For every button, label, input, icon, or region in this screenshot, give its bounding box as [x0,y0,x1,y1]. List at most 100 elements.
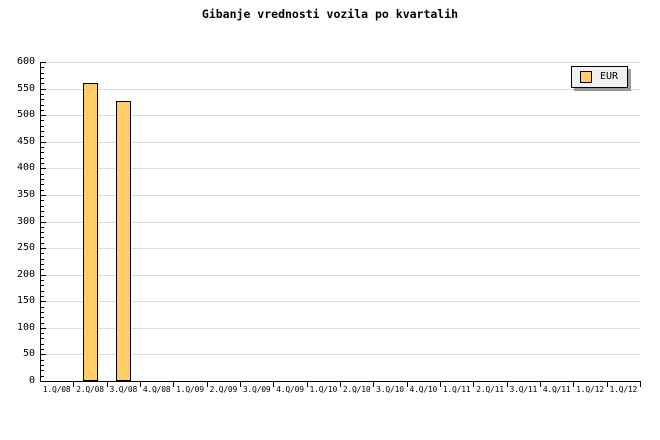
y-tick-label: 400 [16,162,35,173]
y-tick-minor [41,237,44,238]
x-tick-label: 4.Q/10 [409,385,438,394]
x-tick [173,382,174,387]
y-tick-label: 50 [22,348,35,359]
y-tick-minor [41,296,44,297]
y-gridline [41,328,640,329]
x-tick-label: 2.Q/09 [209,385,238,394]
y-tick-minor [41,78,44,79]
x-tick-label: 1.Q/11 [442,385,471,394]
legend-label: EUR [600,71,619,82]
legend: EUR [571,66,628,88]
y-tick-major [41,222,46,223]
y-tick-major [41,354,46,355]
y-tick-minor [41,158,44,159]
y-tick-minor [41,227,44,228]
y-tick-minor [41,152,44,153]
y-tick-minor [41,184,44,185]
y-tick-minor [41,259,44,260]
y-tick-minor [41,105,44,106]
y-tick-minor [41,131,44,132]
y-tick-minor [41,360,44,361]
y-tick-minor [41,179,44,180]
x-tick-label: 3.Q/11 [509,385,538,394]
y-tick-minor [41,200,44,201]
y-tick-major [41,89,46,90]
y-tick-minor [41,269,44,270]
y-tick-label: 100 [16,322,35,333]
y-tick-major [41,381,46,382]
y-tick-minor [41,365,44,366]
y-tick-minor [41,216,44,217]
x-tick-label: 3.Q/10 [376,385,404,394]
y-tick-minor [41,338,44,339]
y-tick-major [41,62,46,63]
legend-swatch-icon [580,71,592,83]
x-tick-label: 2.Q/08 [76,385,104,394]
y-tick-major [41,328,46,329]
y-tick-minor [41,285,44,286]
y-tick-major [41,142,46,143]
y-tick-minor [41,376,44,377]
bar [83,83,98,381]
y-tick-minor [41,190,44,191]
x-tick [640,382,641,387]
x-tick-label: 1.Q/09 [176,385,204,394]
y-tick-minor [41,333,44,334]
y-gridline [41,195,640,196]
x-tick-label: 1.Q/12 [609,385,638,394]
x-tick-label: 3.Q/09 [242,385,271,394]
y-tick-major [41,275,46,276]
y-tick-minor [41,232,44,233]
y-tick-minor [41,211,44,212]
y-gridline [41,168,640,169]
y-tick-minor [41,317,44,318]
y-tick-minor [41,120,44,121]
x-tick [307,382,308,387]
x-tick [207,382,208,387]
y-tick-major [41,168,46,169]
y-tick-label: 600 [16,56,35,67]
y-tick-minor [41,291,44,292]
y-tick-minor [41,253,44,254]
y-tick-label: 500 [16,109,35,120]
y-tick-label: 150 [16,295,35,306]
x-tick-label: 1.Q/08 [42,385,71,394]
y-tick-minor [41,264,44,265]
y-tick-label: 550 [16,83,35,94]
y-tick-major [41,248,46,249]
x-tick [273,382,274,387]
y-tick-minor [41,73,44,74]
y-tick-minor [41,67,44,68]
y-tick-minor [41,280,44,281]
chart-title: Gibanje vrednosti vozila po kvartalih [201,7,459,21]
x-tick-label: 3.Q/08 [109,385,138,394]
y-tick-minor [41,99,44,100]
x-tick-label: 4.Q/09 [276,385,304,394]
x-tick-label: 2.Q/10 [342,385,371,394]
y-gridline [41,62,640,63]
y-tick-minor [41,349,44,350]
x-tick [73,382,74,387]
x-tick [473,382,474,387]
x-tick [407,382,408,387]
y-tick-minor [41,163,44,164]
y-tick-minor [41,83,44,84]
y-tick-major [41,195,46,196]
x-tick-label: 1.Q/10 [309,385,338,394]
y-gridline [41,354,640,355]
y-tick-minor [41,344,44,345]
y-gridline [41,115,640,116]
x-tick [573,382,574,387]
y-tick-label: 300 [16,216,35,227]
y-tick-minor [41,307,44,308]
y-gridline [41,275,640,276]
y-tick-minor [41,110,44,111]
x-tick [373,382,374,387]
bar [116,101,131,381]
y-tick-minor [41,174,44,175]
y-tick-label: 250 [16,242,35,253]
x-axis-line [40,381,641,382]
x-tick-label: 2.Q/11 [476,385,504,394]
x-tick-label: 4.Q/08 [142,385,171,394]
x-tick [507,382,508,387]
